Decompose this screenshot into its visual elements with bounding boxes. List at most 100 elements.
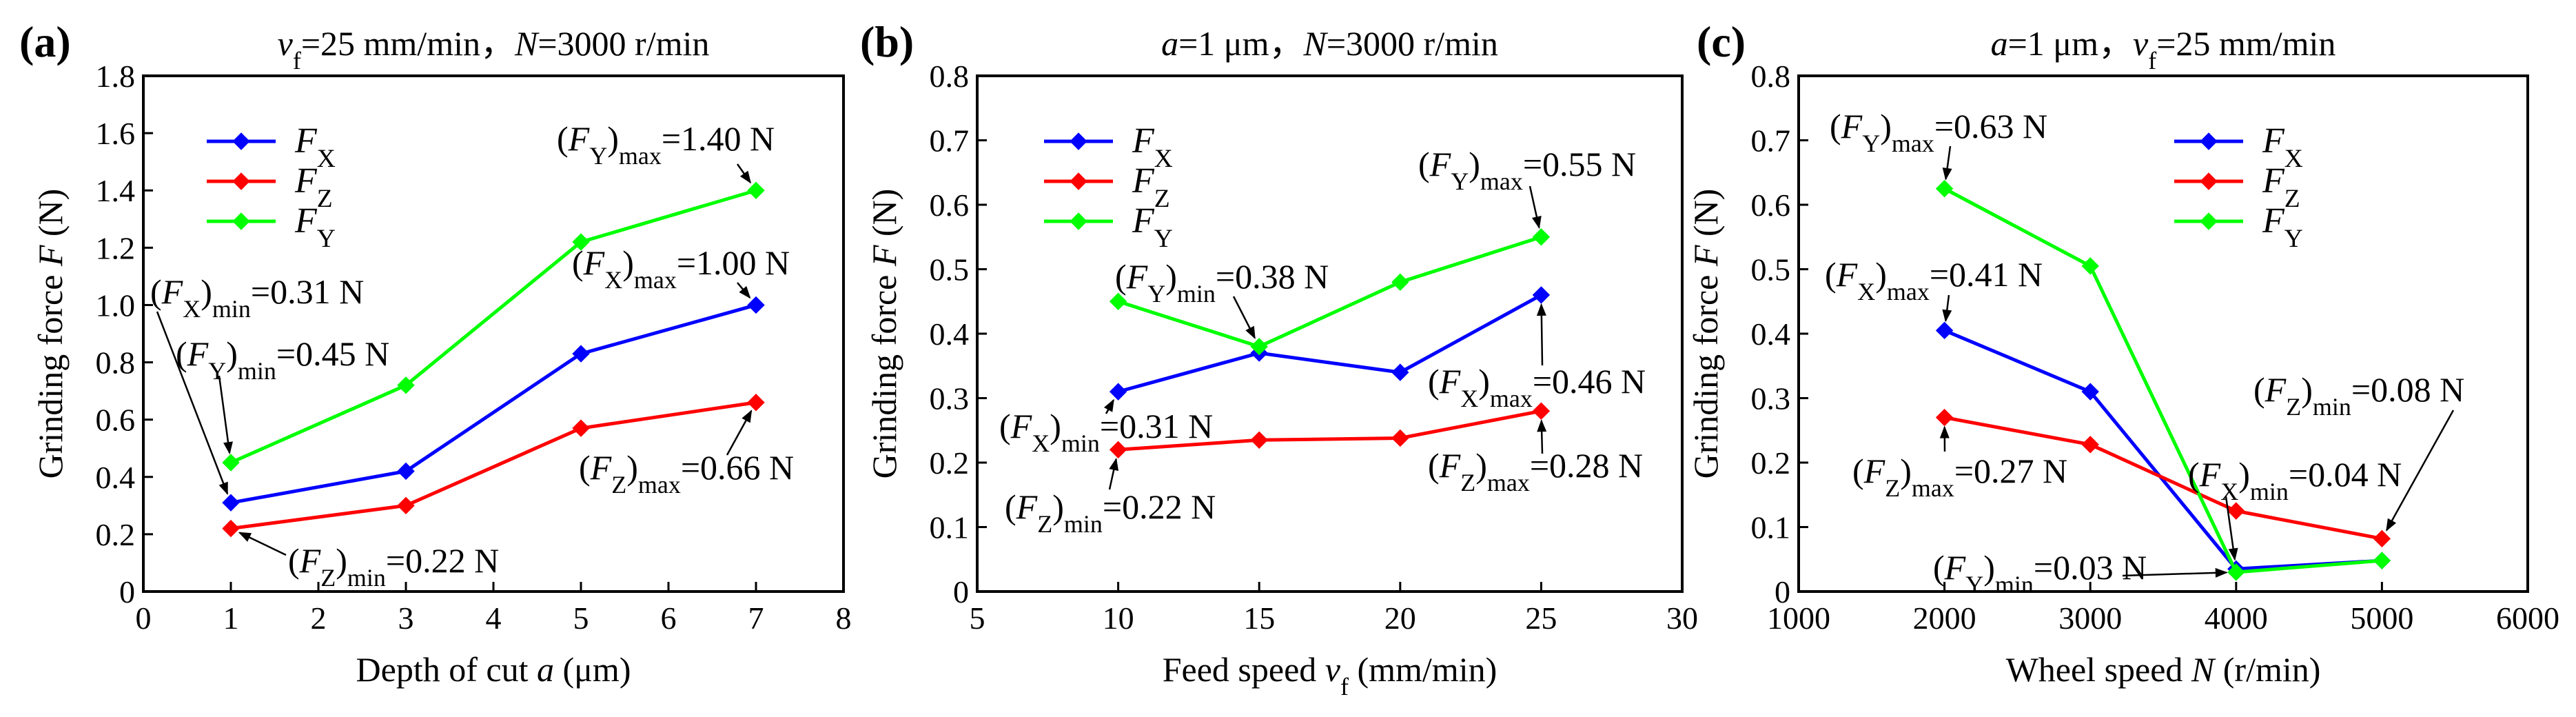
annotation-arrowhead bbox=[1942, 167, 1952, 181]
legend-marker-x bbox=[1070, 132, 1087, 150]
x-tick-label: 2000 bbox=[1913, 600, 1976, 636]
data-point-x bbox=[1935, 321, 1954, 340]
annotation-arrowhead bbox=[1942, 309, 1952, 323]
y-tick-label: 1.4 bbox=[96, 173, 136, 208]
y-tick-label: 0.5 bbox=[930, 252, 970, 287]
annotation-arrowhead bbox=[1537, 419, 1547, 432]
legend-label-y: FY bbox=[2262, 201, 2303, 253]
data-point-x bbox=[1109, 383, 1127, 401]
data-point-x bbox=[1391, 363, 1409, 381]
annotation-arrowhead bbox=[2386, 518, 2397, 532]
annotation-label: (FZ)min=0.08 N bbox=[2253, 370, 2464, 421]
legend-marker-z bbox=[1070, 172, 1087, 190]
data-point-y bbox=[1391, 273, 1409, 291]
x-tick-label: 1000 bbox=[1767, 600, 1830, 636]
data-point-y bbox=[747, 181, 765, 199]
x-axis-label: Depth of cut a (μm) bbox=[356, 650, 631, 689]
legend-label-z: FZ bbox=[294, 161, 333, 213]
data-point-z bbox=[222, 519, 240, 538]
panel-label: (c) bbox=[1697, 17, 1746, 66]
x-axis-label: Wheel speed N (r/min) bbox=[2006, 650, 2321, 689]
series-line-z bbox=[1118, 409, 1542, 452]
series-line-y bbox=[229, 188, 757, 465]
legend-label-y: FY bbox=[294, 201, 336, 253]
legend-marker-y bbox=[1070, 212, 1087, 230]
chart-panel-b: (b) a=1 μm，N=3000 r/min 5 10 15 20 25 30 0 0.1 0.2… bbox=[860, 17, 1698, 700]
y-tick-label: 1.0 bbox=[96, 287, 136, 323]
data-point-y bbox=[1109, 292, 1127, 310]
data-point-z bbox=[397, 496, 415, 515]
chart-title: vf=25 mm/min，N=3000 r/min bbox=[278, 24, 710, 74]
series-line-x bbox=[1943, 329, 2382, 571]
chart-panel-c: (c) a=1 μm，vf=25 mm/min 1000 2000 3000 4000 50… bbox=[1686, 17, 2559, 689]
annotation-arrow bbox=[2386, 410, 2455, 531]
annotation-label: (FY)min=0.03 N bbox=[1933, 548, 2147, 598]
x-tick-label: 5 bbox=[970, 600, 985, 636]
series-line-z bbox=[230, 401, 757, 531]
y-tick-label: 0.2 bbox=[930, 445, 970, 481]
data-point-z bbox=[747, 394, 765, 412]
legend-label-x: FX bbox=[1132, 121, 1173, 173]
annotation-arrowhead bbox=[218, 481, 228, 495]
annotation-label: (FZ)min=0.22 N bbox=[1005, 487, 1216, 538]
annotation-label: (FY)max=1.40 N bbox=[557, 119, 775, 170]
legend-label-x: FX bbox=[2262, 121, 2303, 173]
annotation-arrowhead bbox=[1532, 215, 1542, 230]
y-tick-label: 0.7 bbox=[930, 123, 970, 159]
x-tick-label: 25 bbox=[1525, 600, 1557, 636]
annotation-label: (FY)min=0.38 N bbox=[1115, 257, 1329, 307]
data-point-z bbox=[2081, 436, 2099, 454]
data-point-y bbox=[2081, 257, 2099, 275]
x-tick-label: 8 bbox=[836, 600, 852, 636]
y-tick-label: 0.8 bbox=[96, 345, 136, 381]
legend-label-x: FX bbox=[294, 121, 336, 173]
x-tick-label: 2 bbox=[311, 600, 327, 636]
annotation-arrow bbox=[2122, 572, 2227, 577]
data-point-z bbox=[1935, 408, 1954, 427]
data-point-y bbox=[572, 233, 590, 251]
y-tick-label: 1.2 bbox=[96, 230, 136, 265]
y-tick-label: 0 bbox=[953, 574, 969, 609]
series-line-x bbox=[230, 303, 757, 505]
legend-label-z: FZ bbox=[1132, 161, 1170, 213]
annotation-label: (FZ)max=0.28 N bbox=[1428, 446, 1643, 496]
y-tick-label: 0.3 bbox=[930, 381, 970, 416]
x-tick-label: 1 bbox=[223, 600, 239, 636]
annotation-label: (FX)max=0.46 N bbox=[1428, 362, 1646, 412]
x-tick-label: 4000 bbox=[2205, 600, 2268, 636]
y-tick-label: 0.6 bbox=[930, 188, 970, 223]
series-line-x bbox=[1117, 293, 1542, 394]
y-axis-label: Grinding force F (N) bbox=[31, 189, 70, 479]
legend-marker-y bbox=[232, 212, 250, 230]
x-tick-label: 3 bbox=[398, 600, 414, 636]
y-tick-label: 0 bbox=[1775, 574, 1790, 609]
data-point-x bbox=[572, 345, 590, 363]
annotation-label: (FY)max=0.55 N bbox=[1418, 145, 1636, 195]
data-point-y bbox=[1250, 337, 1268, 356]
annotation-label: (FX)max=1.00 N bbox=[572, 243, 790, 294]
x-tick-label: 6000 bbox=[2496, 600, 2559, 636]
y-tick-label: 0.1 bbox=[930, 510, 970, 545]
annotation-arrowhead bbox=[739, 170, 752, 184]
x-tick-label: 3000 bbox=[2058, 600, 2122, 636]
y-tick-label: 0.4 bbox=[96, 460, 136, 495]
data-point-y bbox=[1935, 179, 1954, 198]
y-tick-label: 0.2 bbox=[96, 517, 136, 552]
x-tick-label: 15 bbox=[1243, 600, 1275, 636]
y-tick-label: 0.4 bbox=[930, 316, 970, 352]
y-tick-label: 0.7 bbox=[1751, 123, 1791, 159]
annotation-arrow bbox=[218, 375, 231, 454]
data-point-x bbox=[1532, 286, 1551, 304]
annotation-label: (FZ)max=0.27 N bbox=[1852, 452, 2067, 502]
annotation-arrowhead bbox=[223, 441, 233, 455]
data-point-z bbox=[1109, 441, 1127, 459]
y-tick-label: 0 bbox=[119, 574, 135, 609]
y-tick-label: 0.6 bbox=[96, 403, 136, 438]
data-point-z bbox=[1391, 429, 1409, 447]
legend-marker-z bbox=[232, 172, 250, 190]
panel-label: (b) bbox=[860, 17, 914, 66]
data-point-y bbox=[1532, 228, 1551, 246]
y-tick-label: 1.8 bbox=[96, 59, 136, 94]
annotation-arrowhead bbox=[1939, 425, 1950, 438]
chart-panel-a: (a) vf=25 mm/min，N=3000 r/min 0 1 2 3 4 5 6 7 8 0 0.… bbox=[19, 17, 852, 689]
